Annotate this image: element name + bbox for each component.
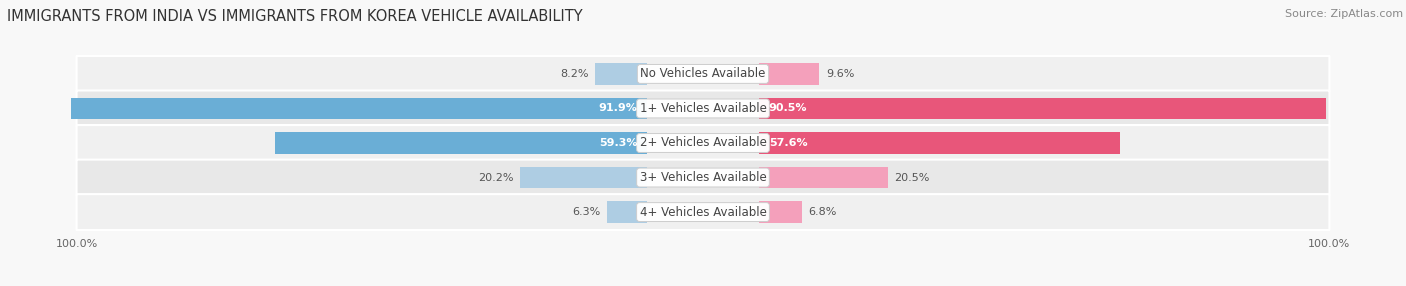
Bar bbox=[607, 201, 647, 223]
Bar bbox=[759, 167, 887, 188]
Text: 6.8%: 6.8% bbox=[808, 207, 837, 217]
FancyBboxPatch shape bbox=[76, 160, 1330, 196]
Bar bbox=[759, 98, 1326, 119]
Text: Source: ZipAtlas.com: Source: ZipAtlas.com bbox=[1285, 9, 1403, 19]
Text: 57.6%: 57.6% bbox=[769, 138, 807, 148]
Text: 1+ Vehicles Available: 1+ Vehicles Available bbox=[640, 102, 766, 115]
Text: 90.5%: 90.5% bbox=[769, 104, 807, 114]
Text: 9.6%: 9.6% bbox=[825, 69, 853, 79]
Text: 2+ Vehicles Available: 2+ Vehicles Available bbox=[640, 136, 766, 150]
Bar bbox=[759, 132, 1121, 154]
FancyBboxPatch shape bbox=[76, 90, 1330, 126]
Bar bbox=[759, 201, 801, 223]
Text: 59.3%: 59.3% bbox=[599, 138, 637, 148]
Text: 20.5%: 20.5% bbox=[894, 172, 929, 182]
Bar bbox=[520, 167, 647, 188]
Text: 8.2%: 8.2% bbox=[561, 69, 589, 79]
Bar bbox=[276, 132, 647, 154]
Text: 6.3%: 6.3% bbox=[572, 207, 600, 217]
Text: 91.9%: 91.9% bbox=[599, 104, 637, 114]
FancyBboxPatch shape bbox=[76, 194, 1330, 230]
Bar bbox=[759, 63, 820, 85]
FancyBboxPatch shape bbox=[76, 56, 1330, 92]
Text: No Vehicles Available: No Vehicles Available bbox=[640, 67, 766, 80]
Text: IMMIGRANTS FROM INDIA VS IMMIGRANTS FROM KOREA VEHICLE AVAILABILITY: IMMIGRANTS FROM INDIA VS IMMIGRANTS FROM… bbox=[7, 9, 582, 23]
FancyBboxPatch shape bbox=[76, 125, 1330, 161]
Text: 3+ Vehicles Available: 3+ Vehicles Available bbox=[640, 171, 766, 184]
Bar bbox=[72, 98, 647, 119]
Text: 4+ Vehicles Available: 4+ Vehicles Available bbox=[640, 206, 766, 219]
Text: 20.2%: 20.2% bbox=[478, 172, 513, 182]
Bar bbox=[595, 63, 647, 85]
